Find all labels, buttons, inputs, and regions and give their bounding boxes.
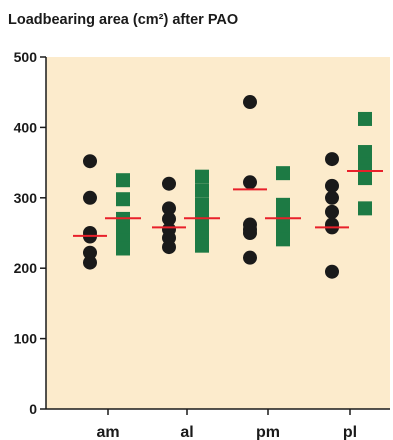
data-point-square	[195, 183, 209, 198]
y-tick-label: 200	[14, 260, 38, 276]
data-points	[83, 95, 372, 279]
data-point-circle	[243, 175, 257, 190]
axes	[45, 57, 390, 410]
data-point-circle	[243, 250, 257, 265]
data-point-circle	[325, 178, 339, 193]
chart-title: Loadbearing area (cm²) after PAO	[8, 12, 239, 28]
category-label-al: al	[180, 424, 193, 440]
data-point-square	[195, 220, 209, 235]
data-point-square	[358, 145, 372, 160]
data-point-circle	[162, 240, 176, 255]
category-label-pl: pl	[343, 424, 357, 440]
data-point-square	[276, 232, 290, 247]
data-point-circle	[83, 190, 97, 205]
data-point-circle	[325, 190, 339, 205]
data-point-circle	[162, 176, 176, 191]
x-axis-categories: am al pm pl	[96, 409, 357, 440]
data-point-circle	[325, 204, 339, 219]
category-label-pm: pm	[256, 424, 280, 440]
data-point-circle	[83, 154, 97, 169]
data-point-square	[116, 241, 130, 256]
data-point-circle	[162, 201, 176, 216]
y-tick-label: 500	[14, 49, 38, 65]
data-point-circle	[83, 255, 97, 270]
data-point-square	[358, 201, 372, 216]
data-point-square	[195, 169, 209, 184]
plot-area	[46, 57, 390, 409]
data-point-circle	[325, 152, 339, 167]
y-tick-label: 300	[14, 190, 38, 206]
data-point-circle	[243, 95, 257, 110]
y-tick-label: 0	[29, 401, 37, 417]
category-label-am: am	[96, 424, 119, 440]
data-point-square	[116, 173, 130, 188]
data-point-square	[116, 222, 130, 237]
data-point-square	[276, 166, 290, 181]
y-axis-ticks: 0 100 200 300 400 500	[14, 49, 46, 417]
median-lines	[73, 170, 383, 237]
data-point-square	[116, 192, 130, 207]
data-point-square	[358, 171, 372, 186]
y-tick-label: 400	[14, 119, 38, 135]
data-point-square	[195, 238, 209, 253]
data-point-circle	[243, 226, 257, 240]
y-tick-label: 100	[14, 331, 38, 347]
data-point-circle	[83, 245, 97, 260]
data-point-square	[358, 111, 372, 126]
data-point-circle	[325, 264, 339, 279]
data-point-circle	[162, 211, 176, 226]
